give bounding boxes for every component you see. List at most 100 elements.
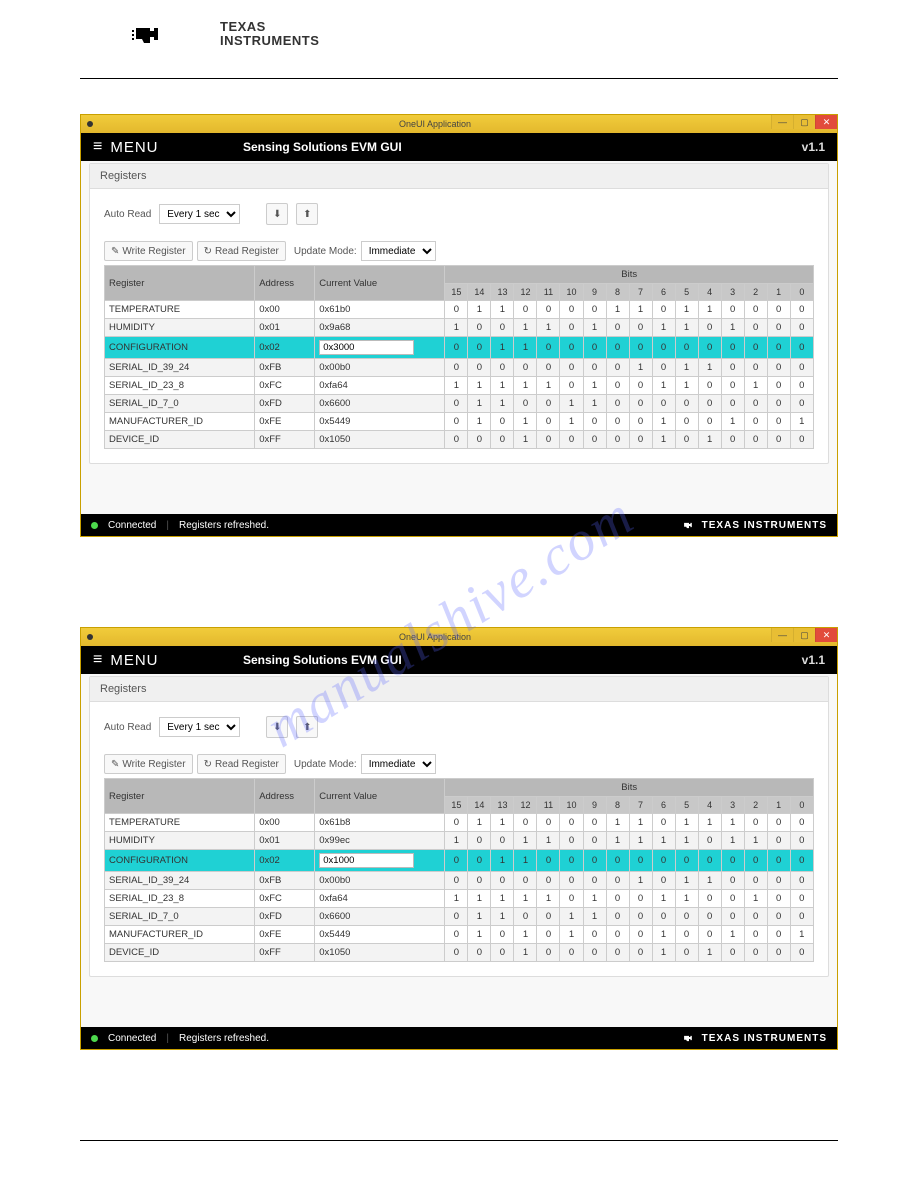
register-value[interactable] (315, 337, 445, 359)
window-titlebar[interactable]: OneUI Application ― ▢ ✕ (81, 628, 837, 646)
minimize-button[interactable]: ― (771, 115, 793, 129)
bit-cell: 0 (445, 814, 468, 832)
bit-cell: 0 (606, 944, 629, 962)
register-value: 0x9a68 (315, 319, 445, 337)
menu-label[interactable]: MENU (110, 139, 158, 156)
table-row[interactable]: CONFIGURATION 0x02 0011000000000000 (105, 337, 814, 359)
bit-cell: 0 (606, 431, 629, 449)
register-address: 0xFE (255, 926, 315, 944)
status-dot-icon (91, 522, 98, 529)
table-row[interactable]: TEMPERATURE 0x00 0x61b80110000110111000 (105, 814, 814, 832)
bit-cell: 0 (767, 850, 790, 872)
bit-cell: 0 (652, 908, 675, 926)
bit-cell: 0 (629, 944, 652, 962)
bit-cell: 0 (790, 395, 813, 413)
bit-cell: 0 (790, 850, 813, 872)
close-button[interactable]: ✕ (815, 628, 837, 642)
bit-cell: 0 (491, 359, 514, 377)
menu-label[interactable]: MENU (110, 652, 158, 669)
bit-cell: 0 (537, 337, 560, 359)
table-row[interactable]: SERIAL_ID_39_24 0xFB 0x00b00000000010110… (105, 872, 814, 890)
table-row[interactable]: DEVICE_ID 0xFF 0x10500001000001010000 (105, 944, 814, 962)
auto-read-select[interactable]: Every 1 sec (159, 204, 240, 224)
bit-cell: 0 (468, 832, 491, 850)
minimize-button[interactable]: ― (771, 628, 793, 642)
bit-cell: 0 (675, 908, 698, 926)
register-name: CONFIGURATION (105, 850, 255, 872)
update-mode-select[interactable]: Immediate (361, 241, 436, 261)
table-row[interactable]: HUMIDITY 0x01 0x9a681001101001101000 (105, 319, 814, 337)
bit-cell: 1 (514, 431, 537, 449)
table-row[interactable]: SERIAL_ID_23_8 0xFC 0xfa6411111010011001… (105, 377, 814, 395)
read-register-button[interactable]: ↻Read Register (197, 241, 286, 261)
bit-cell: 1 (583, 890, 606, 908)
bit-cell: 1 (468, 890, 491, 908)
bit-cell: 0 (468, 944, 491, 962)
bit-cell: 1 (606, 301, 629, 319)
bit-cell: 0 (698, 850, 721, 872)
table-row[interactable]: SERIAL_ID_39_24 0xFB 0x00b00000000010110… (105, 359, 814, 377)
register-address: 0xFB (255, 872, 315, 890)
bit-cell: 0 (606, 319, 629, 337)
table-row[interactable]: DEVICE_ID 0xFF 0x10500001000001010000 (105, 431, 814, 449)
window-titlebar[interactable]: OneUI Application ― ▢ ✕ (81, 115, 837, 133)
write-register-button[interactable]: ✎Write Register (104, 754, 193, 774)
col-address: Address (255, 266, 315, 301)
register-value: 0x61b0 (315, 301, 445, 319)
table-row[interactable]: SERIAL_ID_7_0 0xFD 0x6600011001100000000… (105, 908, 814, 926)
bit-cell: 1 (652, 431, 675, 449)
register-name: HUMIDITY (105, 319, 255, 337)
bit-cell: 0 (721, 944, 744, 962)
bit-cell: 0 (537, 926, 560, 944)
maximize-button[interactable]: ▢ (793, 115, 815, 129)
version-label: v1.1 (802, 653, 825, 667)
close-button[interactable]: ✕ (815, 115, 837, 129)
maximize-button[interactable]: ▢ (793, 628, 815, 642)
table-row[interactable]: HUMIDITY 0x01 0x99ec1001100111101100 (105, 832, 814, 850)
bit-cell: 0 (560, 890, 583, 908)
bit-cell: 0 (583, 413, 606, 431)
read-register-button[interactable]: ↻Read Register (197, 754, 286, 774)
table-row[interactable]: MANUFACTURER_ID 0xFE 0x54490101010001001… (105, 926, 814, 944)
bit-cell: 0 (629, 337, 652, 359)
bit-cell: 1 (491, 377, 514, 395)
bit-cell: 1 (514, 944, 537, 962)
bit-cell: 1 (675, 359, 698, 377)
bit-cell: 1 (721, 926, 744, 944)
bit-cell: 0 (468, 359, 491, 377)
bit-cell: 0 (767, 908, 790, 926)
app-menubar: ≡ MENU Sensing Solutions EVM GUI v1.1 (81, 646, 837, 674)
col-bits: Bits (445, 779, 814, 797)
bit-cell: 1 (445, 377, 468, 395)
bit-cell: 1 (491, 890, 514, 908)
bit-cell: 0 (675, 413, 698, 431)
bit-cell: 1 (560, 395, 583, 413)
upload-button[interactable]: ⬆ (296, 716, 318, 738)
table-row[interactable]: CONFIGURATION 0x02 0011000000000000 (105, 850, 814, 872)
bit-header: 2 (744, 284, 767, 301)
bit-header: 15 (445, 797, 468, 814)
table-row[interactable]: SERIAL_ID_7_0 0xFD 0x6600011001100000000… (105, 395, 814, 413)
register-value[interactable] (315, 850, 445, 872)
upload-button[interactable]: ⬆ (296, 203, 318, 225)
bit-cell: 1 (721, 832, 744, 850)
download-button[interactable]: ⬇ (266, 716, 288, 738)
table-row[interactable]: SERIAL_ID_23_8 0xFC 0xfa6411111010011001… (105, 890, 814, 908)
register-value-input[interactable] (319, 853, 414, 868)
download-button[interactable]: ⬇ (266, 203, 288, 225)
write-register-button[interactable]: ✎Write Register (104, 241, 193, 261)
table-row[interactable]: MANUFACTURER_ID 0xFE 0x54490101010001001… (105, 413, 814, 431)
hamburger-icon[interactable]: ≡ (93, 139, 102, 155)
table-row[interactable]: TEMPERATURE 0x00 0x61b00110000110110000 (105, 301, 814, 319)
bit-cell: 0 (514, 814, 537, 832)
register-address: 0x02 (255, 850, 315, 872)
bit-cell: 0 (629, 395, 652, 413)
register-value-input[interactable] (319, 340, 414, 355)
bit-header: 3 (721, 284, 744, 301)
bit-cell: 1 (560, 413, 583, 431)
hamburger-icon[interactable]: ≡ (93, 652, 102, 668)
auto-read-select[interactable]: Every 1 sec (159, 717, 240, 737)
bit-cell: 1 (698, 814, 721, 832)
update-mode-select[interactable]: Immediate (361, 754, 436, 774)
bit-cell: 1 (790, 413, 813, 431)
